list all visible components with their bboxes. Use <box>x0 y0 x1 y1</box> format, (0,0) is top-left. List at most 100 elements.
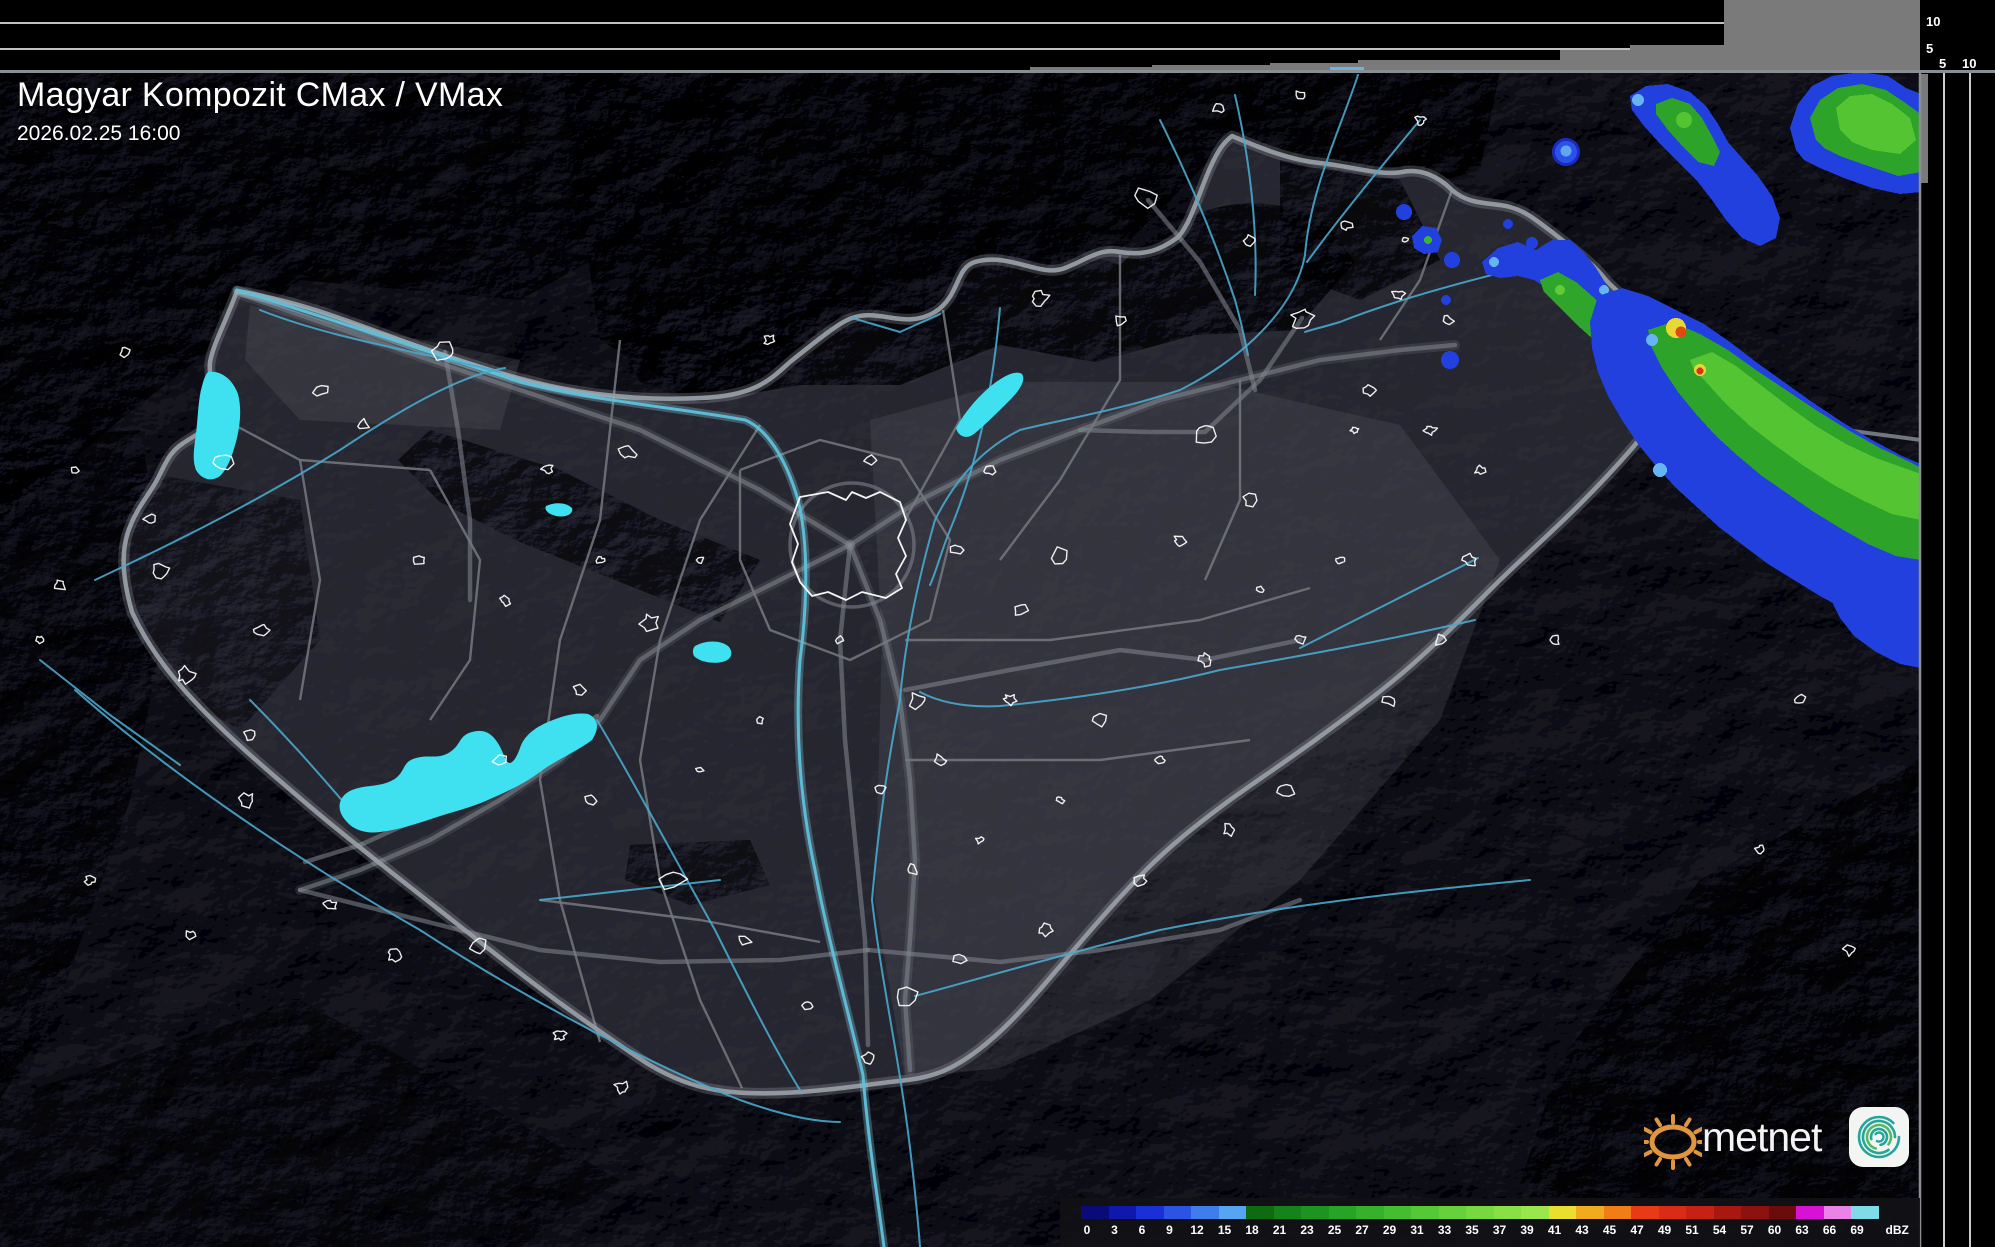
dbz-swatch <box>1081 1206 1109 1219</box>
mountains-northwest <box>0 71 760 520</box>
dbz-tick-label: 57 <box>1740 1223 1754 1237</box>
city-outline <box>1091 712 1108 728</box>
dbz-tick-label: 54 <box>1712 1223 1727 1237</box>
city-outline <box>1549 634 1560 645</box>
terrain-layer <box>0 71 1921 1247</box>
dbz-tick-label: 49 <box>1657 1223 1672 1237</box>
spiral-arc <box>1865 1123 1893 1151</box>
city-outline <box>1474 464 1487 475</box>
city-outline <box>70 466 80 474</box>
city-outline <box>1134 187 1158 209</box>
dbz-tick-label: 45 <box>1602 1223 1617 1237</box>
top-profile-bar <box>1358 60 1560 70</box>
city-outline <box>756 715 764 725</box>
city-outline <box>907 863 918 876</box>
city-outline <box>1414 115 1427 126</box>
profile-axis-label: 5 <box>1939 56 1947 71</box>
dbz-swatch <box>1411 1206 1439 1219</box>
city-outline <box>1362 384 1378 397</box>
city-outline <box>1195 425 1217 444</box>
lakes-layer <box>193 371 1024 833</box>
city-outline <box>1223 822 1236 837</box>
city-outline <box>1290 308 1316 329</box>
city-outline <box>1340 220 1354 231</box>
city-outline <box>658 871 689 891</box>
city-budapest <box>789 491 907 601</box>
rivers-layer <box>39 74 1546 1247</box>
city-outline <box>1002 694 1018 707</box>
city-outline <box>430 341 454 361</box>
city-outline <box>1422 425 1439 436</box>
city-outline <box>212 454 235 471</box>
sun-ray <box>1684 1117 1692 1128</box>
city-outline <box>1154 755 1166 765</box>
city-outline <box>1295 90 1306 100</box>
city-outline <box>908 692 926 711</box>
river-szamos <box>1304 261 1546 333</box>
city-outline <box>933 753 948 767</box>
city-outline <box>1349 426 1360 435</box>
dbz-tick-label: 35 <box>1465 1223 1479 1237</box>
city-outline <box>949 544 965 555</box>
city-outline <box>983 465 997 476</box>
hills-transdanubia <box>398 430 760 622</box>
dbz-swatch <box>1576 1206 1604 1219</box>
profile-bars <box>1030 0 1928 183</box>
lake-tata <box>545 503 573 517</box>
city-outline <box>1050 546 1068 565</box>
page-title: Magyar Kompozit CMax / VMax <box>17 76 504 114</box>
city-outline <box>1242 492 1258 508</box>
dbz-tick-label: 12 <box>1190 1223 1204 1237</box>
lake-balaton <box>339 713 597 833</box>
city-outline <box>695 766 705 773</box>
right-profile-panel <box>1921 0 1995 1247</box>
dbz-tick-label: 25 <box>1327 1223 1342 1237</box>
sun-ray <box>1654 1156 1662 1167</box>
river-koros-2 <box>1299 557 1479 649</box>
dbz-tick-label: 31 <box>1410 1223 1424 1237</box>
city-outline <box>801 1001 814 1011</box>
dbz-tick-label: 51 <box>1685 1223 1699 1237</box>
dbz-swatch <box>1108 1206 1136 1219</box>
city-outline <box>974 836 985 845</box>
dbz-unit-label: dBZ <box>1885 1223 1909 1237</box>
city-outline <box>1461 552 1477 567</box>
sun-ray <box>1693 1149 1702 1157</box>
sun-ray <box>1684 1156 1692 1167</box>
city-outline <box>552 1030 568 1041</box>
dbz-tick-label: 3 <box>1111 1223 1118 1237</box>
mountains-southwest <box>0 1000 620 1247</box>
spiral-app-icon <box>1849 1107 1909 1167</box>
city-outline <box>638 613 659 633</box>
dbz-tick-label: 60 <box>1767 1223 1782 1237</box>
city-outline <box>83 874 97 886</box>
city-outline <box>1381 695 1396 708</box>
dbz-swatch <box>1493 1206 1521 1219</box>
river-kapos <box>539 879 721 901</box>
mountains-southeast <box>1500 760 1921 1247</box>
dbz-tick-label: 69 <box>1850 1223 1864 1237</box>
city-outline <box>1031 289 1051 307</box>
river-zagyva <box>929 307 1001 586</box>
dbz-swatch <box>1631 1206 1659 1219</box>
city-outline <box>468 937 487 955</box>
city-outline <box>499 594 512 608</box>
top-profile-echo <box>1330 67 1364 70</box>
dbz-swatch <box>1356 1206 1384 1219</box>
city-outline <box>540 464 554 475</box>
river-ipoly <box>851 313 941 333</box>
radar-echo-overlay <box>1396 72 1921 668</box>
city-outline <box>1197 652 1212 668</box>
river-hernad <box>1234 94 1257 296</box>
city-outline <box>834 635 845 645</box>
city-outline <box>1255 585 1265 593</box>
river-zala <box>249 699 348 807</box>
city-outline <box>1014 603 1030 616</box>
top-profile-bar <box>1724 0 1920 71</box>
plain-alfold <box>870 382 1500 1078</box>
river-danube <box>235 288 886 1247</box>
city-outline <box>252 623 271 637</box>
top-profile-bar <box>1270 63 1358 70</box>
city-outline <box>1401 236 1409 243</box>
city-outline <box>1335 556 1346 565</box>
